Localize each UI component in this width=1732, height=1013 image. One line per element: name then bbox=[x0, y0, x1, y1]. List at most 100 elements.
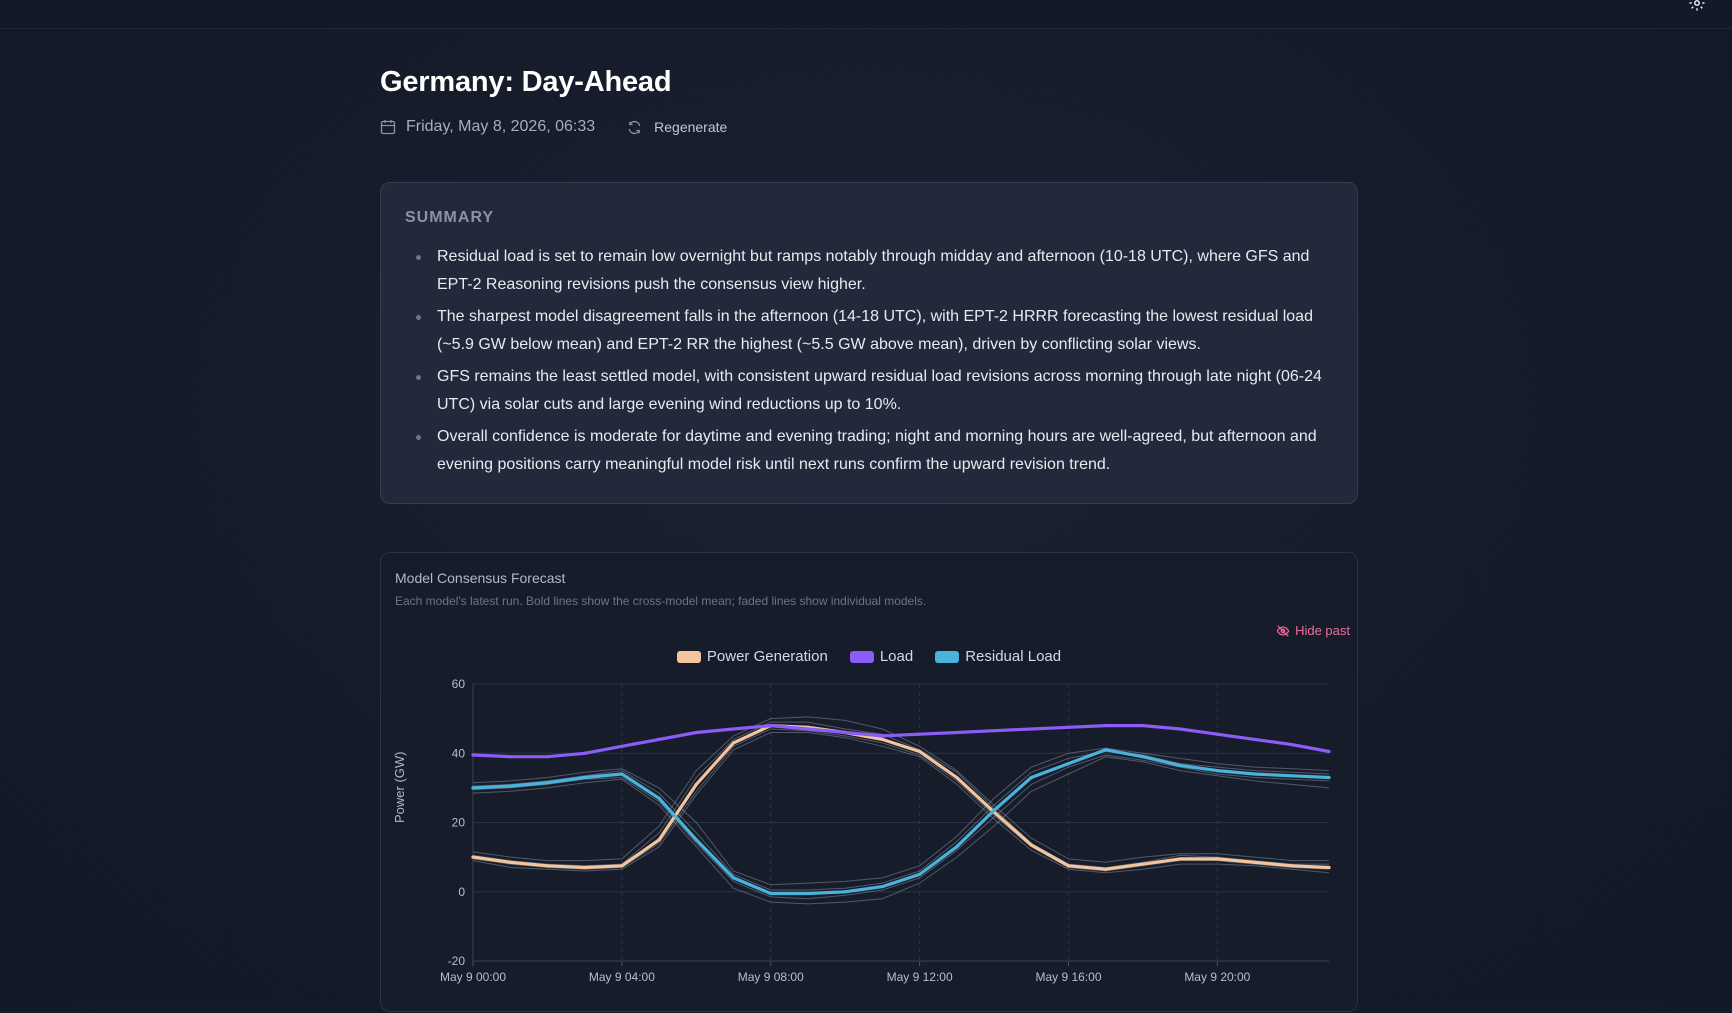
x-tick-label: May 9 00:00 bbox=[440, 970, 506, 984]
data-point-residual-load bbox=[1141, 755, 1145, 759]
summary-card: SUMMARY Residual load is set to remain l… bbox=[380, 182, 1358, 504]
data-point-power-generation bbox=[620, 864, 624, 868]
y-tick-label: 0 bbox=[458, 885, 465, 899]
data-point-residual-load bbox=[620, 772, 624, 776]
data-point-residual-load bbox=[1252, 772, 1257, 776]
model-line-power-generation bbox=[472, 721, 1329, 869]
legend-item-power-generation[interactable]: Power Generation bbox=[676, 648, 828, 665]
data-point-residual-load bbox=[769, 891, 773, 896]
summary-heading: SUMMARY bbox=[405, 209, 495, 226]
data-point-power-generation bbox=[1252, 860, 1257, 864]
chart-card: Model Consensus Forecast Each model's la… bbox=[380, 552, 1358, 1012]
data-point-power-generation bbox=[583, 865, 587, 870]
legend-label: Load bbox=[879, 648, 914, 665]
data-point-residual-load bbox=[1290, 774, 1294, 778]
data-point-power-generation bbox=[694, 782, 698, 787]
data-point-power-generation bbox=[1029, 843, 1033, 847]
data-point-residual-load bbox=[843, 890, 847, 894]
data-point-power-generation bbox=[1104, 867, 1108, 871]
data-point-load bbox=[1327, 749, 1331, 754]
series-line-load bbox=[471, 724, 1331, 759]
data-point-residual-load bbox=[657, 796, 661, 800]
model-line-power-generation bbox=[472, 728, 1330, 872]
chart-legend: Power Generation Load Residual Load bbox=[381, 648, 1357, 665]
data-point-power-generation bbox=[1290, 864, 1294, 868]
x-tick-label: May 9 08:00 bbox=[738, 970, 804, 984]
data-point-residual-load bbox=[545, 781, 550, 785]
data-point-power-generation bbox=[1066, 864, 1071, 868]
data-point-load bbox=[1104, 723, 1108, 728]
top-bar bbox=[0, 0, 1732, 29]
model-line-power-generation bbox=[472, 732, 1330, 874]
data-point-load bbox=[620, 744, 624, 748]
regenerate-label: Regenerate bbox=[654, 119, 728, 135]
data-point-power-generation bbox=[1141, 862, 1145, 866]
data-point-residual-load bbox=[1029, 775, 1033, 780]
data-point-load bbox=[880, 734, 884, 738]
series-line-power-generation bbox=[471, 724, 1331, 871]
legend-swatch bbox=[935, 650, 960, 663]
summary-item: The sharpest model disagreement falls in… bbox=[405, 303, 1335, 359]
eye-off-icon bbox=[1276, 624, 1290, 637]
data-point-load bbox=[508, 755, 512, 759]
data-point-power-generation bbox=[1178, 857, 1182, 861]
gear-icon[interactable] bbox=[1688, 0, 1706, 12]
y-tick-label: 20 bbox=[452, 816, 466, 830]
data-point-residual-load bbox=[1327, 775, 1331, 780]
data-point-load bbox=[769, 723, 773, 728]
data-point-load bbox=[731, 727, 736, 731]
hide-past-label: Hide past bbox=[1295, 623, 1350, 638]
refresh-icon bbox=[628, 120, 641, 134]
series-line-residual-load bbox=[471, 748, 1331, 896]
data-point-load bbox=[843, 730, 847, 735]
data-point-residual-load bbox=[1215, 768, 1219, 773]
data-point-load bbox=[657, 737, 661, 741]
legend-label: Residual Load bbox=[965, 648, 1062, 665]
model-line-residual-load bbox=[472, 756, 1330, 905]
model-line-power-generation bbox=[472, 716, 1329, 863]
regenerate-button[interactable]: Regenerate bbox=[627, 119, 727, 135]
chart-plot[interactable]: -20 0 20 40 60 May 9 00:00 May 9 04:00 May 9 08… bbox=[381, 553, 1359, 1013]
data-point-load bbox=[1141, 723, 1145, 728]
y-tick-label: -20 bbox=[448, 954, 466, 968]
data-point-power-generation bbox=[545, 864, 550, 868]
legend-item-residual-load[interactable]: Residual Load bbox=[935, 648, 1061, 665]
data-point-power-generation bbox=[880, 737, 884, 741]
x-tick-label: May 9 16:00 bbox=[1035, 970, 1101, 984]
data-point-load bbox=[1290, 742, 1294, 747]
x-tick-label: May 9 20:00 bbox=[1184, 970, 1250, 984]
data-point-residual-load bbox=[1104, 748, 1108, 752]
chart-subtitle: Each model's latest run. Bold lines show… bbox=[395, 594, 927, 608]
data-point-power-generation bbox=[1215, 857, 1219, 861]
data-point-load bbox=[1178, 727, 1182, 731]
bullet bbox=[416, 255, 421, 260]
page-meta: Friday, May 8, 2026, 06:33 Regenerate bbox=[380, 116, 727, 138]
data-point-power-generation bbox=[955, 775, 959, 780]
y-tick-label: 40 bbox=[452, 746, 466, 760]
summary-list: Residual load is set to remain low overn… bbox=[405, 243, 1335, 483]
data-point-load bbox=[545, 755, 550, 759]
data-point-load bbox=[1029, 727, 1033, 731]
summary-item: GFS remains the least settled model, wit… bbox=[405, 363, 1335, 419]
page-title: Germany: Day-Ahead bbox=[380, 66, 672, 98]
data-point-residual-load bbox=[992, 808, 996, 812]
data-point-load bbox=[918, 732, 922, 736]
legend-swatch bbox=[676, 650, 701, 663]
legend-item-load[interactable]: Load bbox=[849, 648, 914, 665]
data-point-power-generation bbox=[471, 855, 475, 859]
summary-item-text: The sharpest model disagreement falls in… bbox=[437, 308, 1313, 353]
data-point-load bbox=[1215, 732, 1219, 736]
data-point-power-generation bbox=[508, 860, 512, 864]
data-point-residual-load bbox=[471, 786, 475, 790]
data-point-residual-load bbox=[918, 872, 922, 877]
data-point-power-generation bbox=[1327, 865, 1331, 870]
data-point-load bbox=[583, 751, 587, 755]
data-point-residual-load bbox=[955, 845, 959, 849]
bullet bbox=[416, 315, 421, 320]
hide-past-button[interactable]: Hide past bbox=[1276, 623, 1350, 638]
data-point-power-generation bbox=[657, 838, 661, 842]
summary-item: Residual load is set to remain low overn… bbox=[405, 243, 1335, 299]
x-tick-label: May 9 04:00 bbox=[589, 970, 655, 984]
data-point-load bbox=[992, 729, 996, 733]
report-date: Friday, May 8, 2026, 06:33 bbox=[406, 118, 596, 135]
